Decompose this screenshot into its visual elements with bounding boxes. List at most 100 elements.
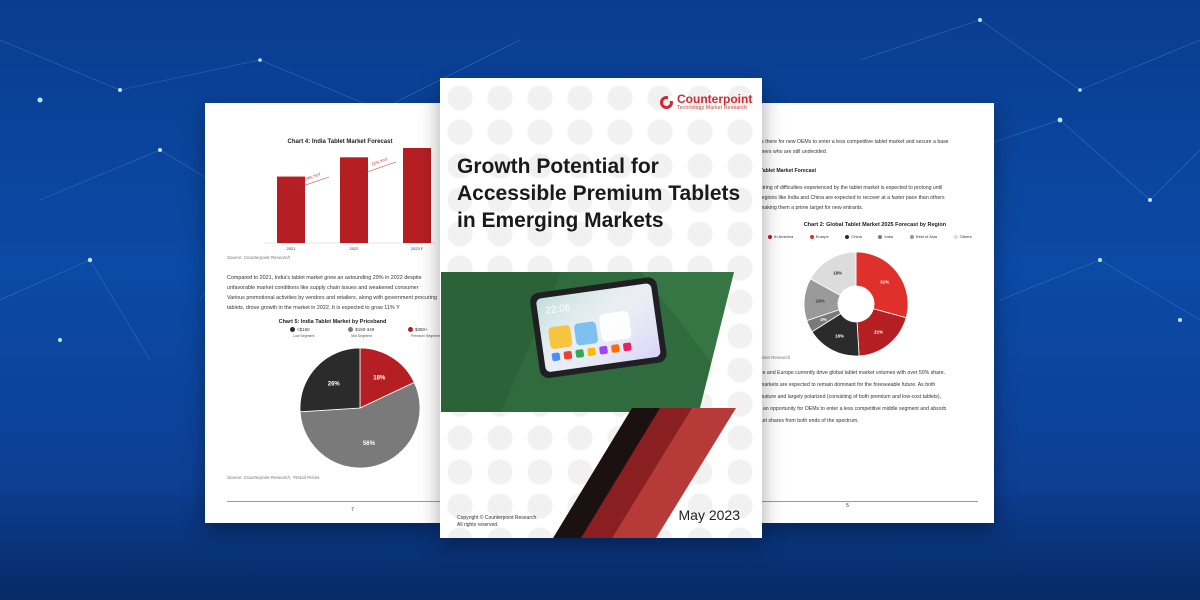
right-section-heading: Tablet Market Forecast [760, 168, 817, 174]
right-para1-line3: making them a prime target for new entra… [760, 205, 864, 211]
chart5-legend-sublabel: Premium Segment [411, 334, 440, 338]
chart2-legend: th America Europe China India Rest of Asia Ot… [760, 234, 980, 239]
chart2-legend-item: India [878, 234, 893, 239]
legend-swatch-icon [909, 234, 914, 239]
chart5-pie-chart: 18% 56% 26% [299, 347, 421, 469]
copyright-line-2: All rights reserved. [457, 522, 499, 528]
cover-title-line-3: in Emerging Markets [457, 209, 664, 232]
chart2-legend-label: Europe [815, 234, 829, 239]
chart5-legend-label: $350+ [415, 327, 428, 332]
cover-title-line-1: Growth Potential for [457, 155, 659, 178]
left-page-footer-line [227, 501, 440, 502]
chart4-bar-chart: 2021 2022 2023 F 29% YoY 11% YoY [265, 148, 435, 251]
chart2-value-label: 21% [874, 329, 883, 334]
chart5-legend-sublabel: Low Segment [293, 334, 315, 338]
chart5-legend-item: $350+ Premium Segment [408, 327, 440, 338]
right-para2-line2: markets are expected to remain dominant … [760, 382, 936, 388]
chart2-source: point Research [760, 355, 791, 360]
chart5-legend-item: $150-349 Mid Segment [348, 327, 374, 338]
chart4-growth-arrow [363, 161, 397, 174]
chart2-legend-item: Europe [809, 234, 829, 239]
legend-swatch-icon [348, 327, 354, 332]
chart5-legend: <$150 Low Segment $150-349 Mid Segment $350+… [290, 327, 440, 338]
right-para2-line1: ce and Europe currently drive global tab… [760, 370, 946, 376]
right-page-number: 5 [846, 503, 849, 509]
legend-swatch-icon [768, 234, 773, 239]
counterpoint-logo: Counterpoint Technology Market Research [660, 93, 752, 111]
chart2-slice [855, 251, 909, 319]
brand-tagline: Technology Market Research [677, 105, 747, 111]
chart2-legend-item: th America [768, 234, 793, 239]
right-para2-line4: t an opportunity for OEMs to enter a les… [760, 406, 947, 412]
chart2-title: Chart 2: Global Tablet Market 2025 Forec… [803, 222, 947, 228]
left-page-paragraph: Compared to 2021, India's tablet market … [227, 275, 437, 311]
copyright-line-1: Copyright © Counterpoint Research. [457, 515, 538, 521]
chart2-value-label: 18% [833, 271, 842, 276]
left-page-number: 7 [351, 507, 354, 513]
right-para1-line2: regions like India and China are expecte… [760, 195, 945, 201]
chart5-value-label: 18% [373, 376, 386, 382]
chart2-legend-item: China [845, 234, 862, 239]
chart5-title: Chart 5: India Tablet Market by Priceban… [278, 319, 387, 325]
chart4-growth-label: 11% YoY [371, 156, 389, 166]
right-line-1: is there for new OEMs to enter a less co… [760, 139, 949, 145]
legend-swatch-icon [845, 234, 850, 239]
chart5-legend-sublabel: Mid Segment [351, 334, 372, 338]
chart4-category-label: 2023 F [411, 246, 424, 251]
chart5-legend-label: $150-349 [355, 327, 375, 332]
right-report-page: is there for new OEMs to enter a less co… [760, 103, 994, 523]
legend-swatch-icon [408, 327, 413, 332]
left-report-page: Chart 4: India Tablet Market Forecast 20… [205, 103, 440, 523]
report-cover: Counterpoint Technology Market Research … [440, 78, 762, 538]
cover-copyright: Copyright © Counterpoint Research. All r… [457, 515, 577, 529]
right-para2-line5: ket shares from both ends of the spectru… [760, 418, 859, 424]
right-page-footer-line [760, 501, 978, 502]
chart2-value-label: 14% [816, 298, 825, 303]
chart4-bar [403, 148, 431, 243]
cover-decorative-stripes [553, 408, 736, 538]
chart4-bar [340, 157, 368, 243]
cover-title-line-2: Accessible Premium Tablets [457, 182, 741, 205]
chart5-slice [299, 381, 421, 469]
chart5-slice [299, 347, 361, 413]
right-line-2: mers who are still undecided. [760, 149, 828, 155]
chart2-legend-label: th America [774, 234, 794, 239]
chart4-title: Chart 4: India Tablet Market Forecast [287, 139, 393, 145]
right-para2-line3: mature and largely polarized (consisting… [760, 394, 942, 400]
counterpoint-logo-icon [660, 95, 673, 109]
tablet-clock: 22:06 [545, 302, 572, 316]
cover-title: Growth Potential for Accessible Premium … [457, 153, 757, 234]
chart2-value-label: 4% [820, 317, 827, 322]
chart2-value-label: 18% [835, 334, 844, 339]
right-para1-line1: string of difficulties experienced by th… [760, 185, 943, 191]
chart5-slice [359, 347, 415, 409]
chart2-legend-item: Others [953, 234, 972, 239]
chart4-growth-arrow [296, 176, 330, 189]
chart4-category-label: 2022 [350, 246, 360, 251]
chart2-legend-item: Rest of Asia [909, 234, 938, 239]
chart2-value-label: 31% [880, 280, 889, 285]
legend-swatch-icon [953, 234, 958, 239]
chart5-legend-item: <$150 Low Segment [290, 327, 314, 338]
legend-swatch-icon [809, 234, 814, 239]
chart5-legend-label: <$150 [297, 327, 310, 332]
chart4-source: Source: Counterpoint Research [227, 255, 291, 260]
chart2-donut-chart: 31% 21% 18% 4% 14% 18% [803, 251, 909, 357]
chart2-legend-label: China [851, 234, 862, 239]
cover-date: May 2023 [678, 507, 740, 523]
chart2-legend-label: Others [959, 234, 972, 239]
chart4-bar [277, 176, 305, 243]
chart2-legend-label: Rest of Asia [915, 234, 938, 239]
legend-swatch-icon [290, 327, 295, 332]
chart5-value-label: 56% [363, 441, 376, 447]
legend-swatch-icon [878, 234, 883, 239]
chart5-source: Source: Counterpoint Research, *Retail P… [227, 475, 320, 480]
chart2-slice [809, 251, 857, 296]
brand-name: Counterpoint [677, 92, 753, 106]
chart5-value-label: 26% [328, 381, 341, 387]
cover-tablet-photo: 22:06 [441, 272, 734, 412]
chart4-growth-label: 29% YoY [304, 171, 322, 182]
chart2-legend-label: India [884, 234, 894, 239]
chart4-category-label: 2021 [287, 246, 297, 251]
